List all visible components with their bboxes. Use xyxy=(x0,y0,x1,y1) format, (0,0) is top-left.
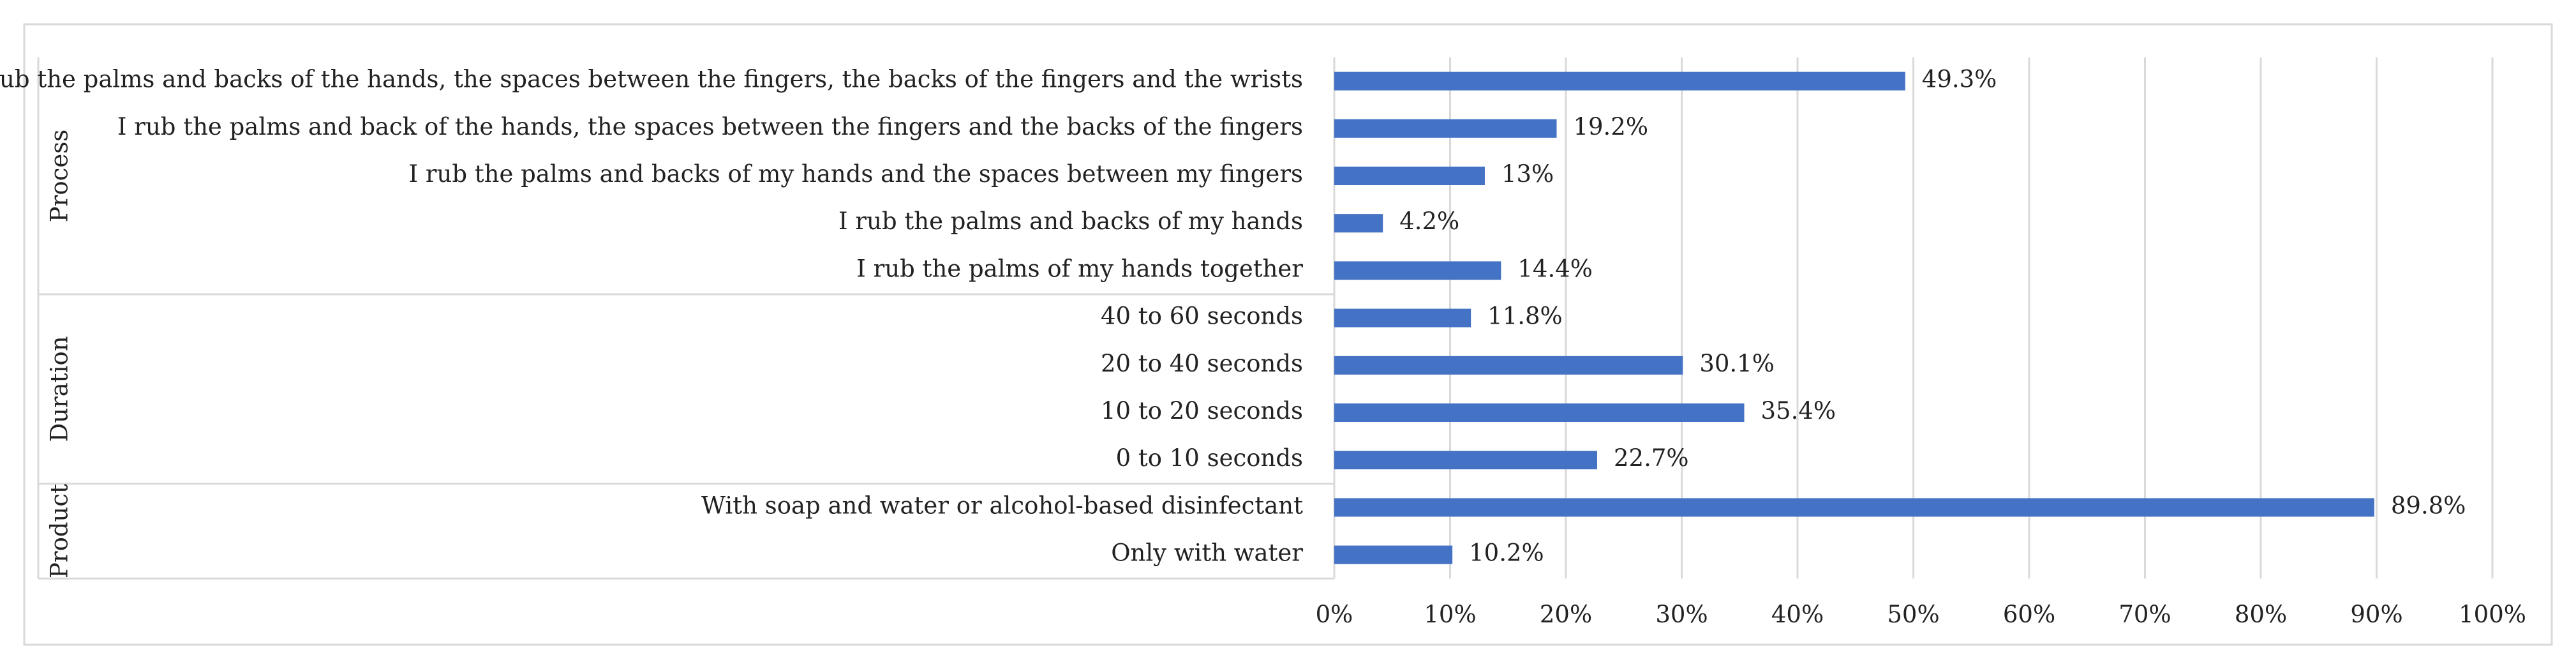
category-label: 40 to 60 seconds xyxy=(1101,303,1303,330)
bar xyxy=(1334,356,1683,375)
bar xyxy=(1334,308,1471,327)
bar xyxy=(1334,167,1485,185)
category-label: I rub the palms and back of the hands, t… xyxy=(117,113,1303,140)
data-label: 14.4% xyxy=(1517,255,1593,282)
data-label: 10.2% xyxy=(1469,539,1544,567)
data-label: 19.2% xyxy=(1573,113,1648,140)
category-label: I rub the palms and backs of the hands, … xyxy=(0,66,1303,93)
category-label: Only with water xyxy=(1111,539,1303,567)
x-tick-label: 30% xyxy=(1655,601,1708,628)
category-label: With soap and water or alcohol-based dis… xyxy=(701,492,1303,519)
x-tick-label: 0% xyxy=(1316,601,1353,628)
x-tick-label: 40% xyxy=(1771,601,1824,628)
bars xyxy=(1334,71,2374,564)
category-label: 20 to 40 seconds xyxy=(1101,350,1303,377)
data-label: 30.1% xyxy=(1699,350,1775,377)
data-label: 4.2% xyxy=(1399,207,1459,235)
data-label: 13% xyxy=(1501,160,1554,188)
bar xyxy=(1334,119,1557,138)
bar xyxy=(1334,71,1905,91)
category-label: I rub the palms and backs of my hands xyxy=(838,207,1303,235)
category-label: 10 to 20 seconds xyxy=(1101,397,1303,425)
x-tick-label: 50% xyxy=(1887,601,1939,628)
bar xyxy=(1334,403,1745,422)
category-label: 0 to 10 seconds xyxy=(1116,444,1303,472)
bar xyxy=(1334,498,2374,517)
bar xyxy=(1334,545,1453,564)
chart-border xyxy=(23,23,2553,646)
x-tick-label: 80% xyxy=(2235,601,2287,628)
x-tick-label: 20% xyxy=(1540,601,1592,628)
group-label: Duration xyxy=(46,336,73,442)
data-label: 89.8% xyxy=(2391,492,2466,519)
group-label: Product xyxy=(46,484,73,578)
x-tick-label: 10% xyxy=(1424,601,1476,628)
data-label: 35.4% xyxy=(1761,397,1836,425)
bar xyxy=(1334,261,1501,280)
data-label: 22.7% xyxy=(1614,444,1689,472)
category-label: I rub the palms of my hands together xyxy=(856,255,1303,282)
labels: 0% 10% 20% 30% 40% 50% 60% 70% 80% 90% 100% Process… xyxy=(0,66,2526,628)
x-tick-label: 90% xyxy=(2350,601,2402,628)
bar xyxy=(1334,214,1383,233)
x-tick-label: 100% xyxy=(2459,601,2526,628)
x-tick-label: 70% xyxy=(2118,601,2171,628)
bar xyxy=(1334,451,1598,470)
x-tick-label: 60% xyxy=(2003,601,2055,628)
category-label: I rub the palms and backs of my hands an… xyxy=(408,160,1303,188)
group-label: Process xyxy=(46,130,73,222)
data-label: 11.8% xyxy=(1487,303,1563,330)
data-label: 49.3% xyxy=(1922,66,1997,93)
category-frame xyxy=(37,57,1336,580)
